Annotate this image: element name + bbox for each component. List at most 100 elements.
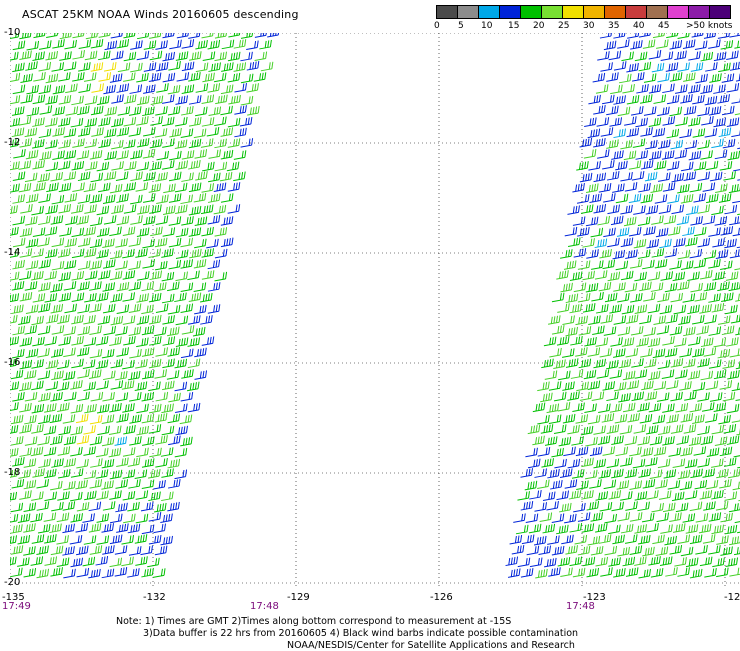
wind-barb	[58, 203, 71, 214]
wind-barb	[82, 359, 96, 369]
wind-barb	[103, 370, 116, 381]
wind-barb	[653, 315, 666, 325]
wind-barb	[600, 314, 614, 324]
wind-barb	[136, 293, 149, 303]
wind-barb	[36, 568, 50, 579]
wind-barb	[32, 336, 45, 347]
wind-barb	[149, 204, 162, 214]
wind-barb	[187, 270, 200, 281]
wind-barb	[677, 33, 690, 39]
wind-barb	[617, 326, 631, 336]
wind-barb	[10, 524, 23, 534]
wind-barb	[142, 215, 156, 226]
wind-barb	[629, 446, 642, 457]
wind-barb	[175, 116, 188, 127]
wind-barb	[169, 39, 182, 50]
wind-barb	[612, 249, 626, 260]
wind-barb	[613, 568, 626, 578]
wind-barb	[176, 33, 189, 39]
wind-barb	[103, 259, 116, 269]
wind-barb	[729, 33, 740, 38]
wind-barb	[202, 72, 215, 83]
wind-barb	[109, 402, 122, 413]
wind-barb	[103, 215, 117, 225]
wind-barb	[18, 315, 31, 326]
wind-barb	[594, 270, 608, 280]
wind-barb	[206, 126, 220, 137]
wind-barb	[541, 458, 554, 468]
wind-barb	[195, 106, 208, 117]
wind-barb	[700, 435, 714, 446]
wind-barb	[672, 458, 686, 469]
wind-barb	[562, 413, 576, 424]
wind-barb	[24, 127, 38, 138]
wind-barb	[116, 83, 130, 93]
wind-barb	[102, 303, 116, 314]
wind-barb	[558, 370, 571, 381]
wind-barb	[537, 381, 550, 392]
wind-barb	[621, 51, 634, 62]
note-line-2: 3)Data buffer is 22 hrs from 20160605 4)…	[143, 628, 579, 639]
wind-barb	[72, 138, 85, 148]
wind-barb	[730, 314, 740, 324]
wind-barb	[713, 369, 727, 380]
wind-barb	[89, 545, 103, 555]
wind-barb	[648, 150, 662, 161]
wind-barb	[161, 491, 174, 502]
wind-barb	[612, 534, 625, 545]
wind-barb	[202, 51, 216, 61]
wind-barb	[149, 33, 162, 39]
wind-barb	[534, 468, 547, 478]
wind-barb	[50, 435, 63, 446]
wind-barb	[735, 293, 740, 302]
wind-barb	[569, 271, 583, 281]
wind-barb	[703, 347, 717, 357]
legend-label: 40	[633, 21, 645, 31]
wind-barb	[134, 381, 148, 391]
wind-barb	[638, 33, 651, 38]
wind-barb	[575, 347, 588, 357]
wind-barb	[95, 359, 109, 370]
wind-barb	[175, 160, 189, 170]
wind-barb	[651, 248, 665, 258]
wind-barb	[587, 128, 601, 139]
wind-barb	[684, 139, 698, 150]
wind-barb	[697, 357, 710, 368]
wind-barb	[123, 204, 137, 214]
legend-swatch	[646, 5, 668, 19]
wind-barb	[722, 359, 735, 369]
wind-barb	[690, 62, 704, 72]
wind-barb	[109, 490, 122, 500]
wind-barb	[136, 137, 150, 148]
wind-barb	[50, 545, 64, 556]
wind-barb	[174, 292, 187, 303]
wind-barb	[600, 567, 613, 577]
wind-barb	[89, 348, 103, 359]
wind-barb	[71, 358, 84, 369]
wind-barb	[569, 522, 583, 533]
wind-barb	[221, 39, 235, 50]
wind-barb	[608, 50, 622, 61]
wind-barb	[136, 271, 150, 281]
wind-barb	[664, 282, 678, 293]
wind-barb	[10, 138, 20, 148]
wind-barb	[579, 172, 593, 183]
note-line-3: NOAA/NESDIS/Center for Satellite Applica…	[287, 640, 575, 651]
wind-barb	[626, 94, 640, 105]
wind-barb	[576, 161, 589, 171]
wind-barb	[638, 182, 651, 193]
wind-barb	[657, 292, 670, 303]
wind-barb	[168, 61, 181, 71]
wind-barb	[551, 513, 565, 523]
wind-barb	[63, 391, 77, 402]
wind-barb	[633, 205, 646, 215]
wind-barb	[692, 381, 706, 392]
wind-barb	[592, 325, 605, 336]
wind-barb	[584, 469, 598, 480]
wind-barb	[694, 40, 708, 51]
wind-barb	[181, 84, 195, 94]
wind-barb	[175, 227, 189, 238]
wind-barb	[659, 238, 672, 249]
wind-barb	[97, 182, 111, 193]
wind-barb	[240, 73, 254, 84]
